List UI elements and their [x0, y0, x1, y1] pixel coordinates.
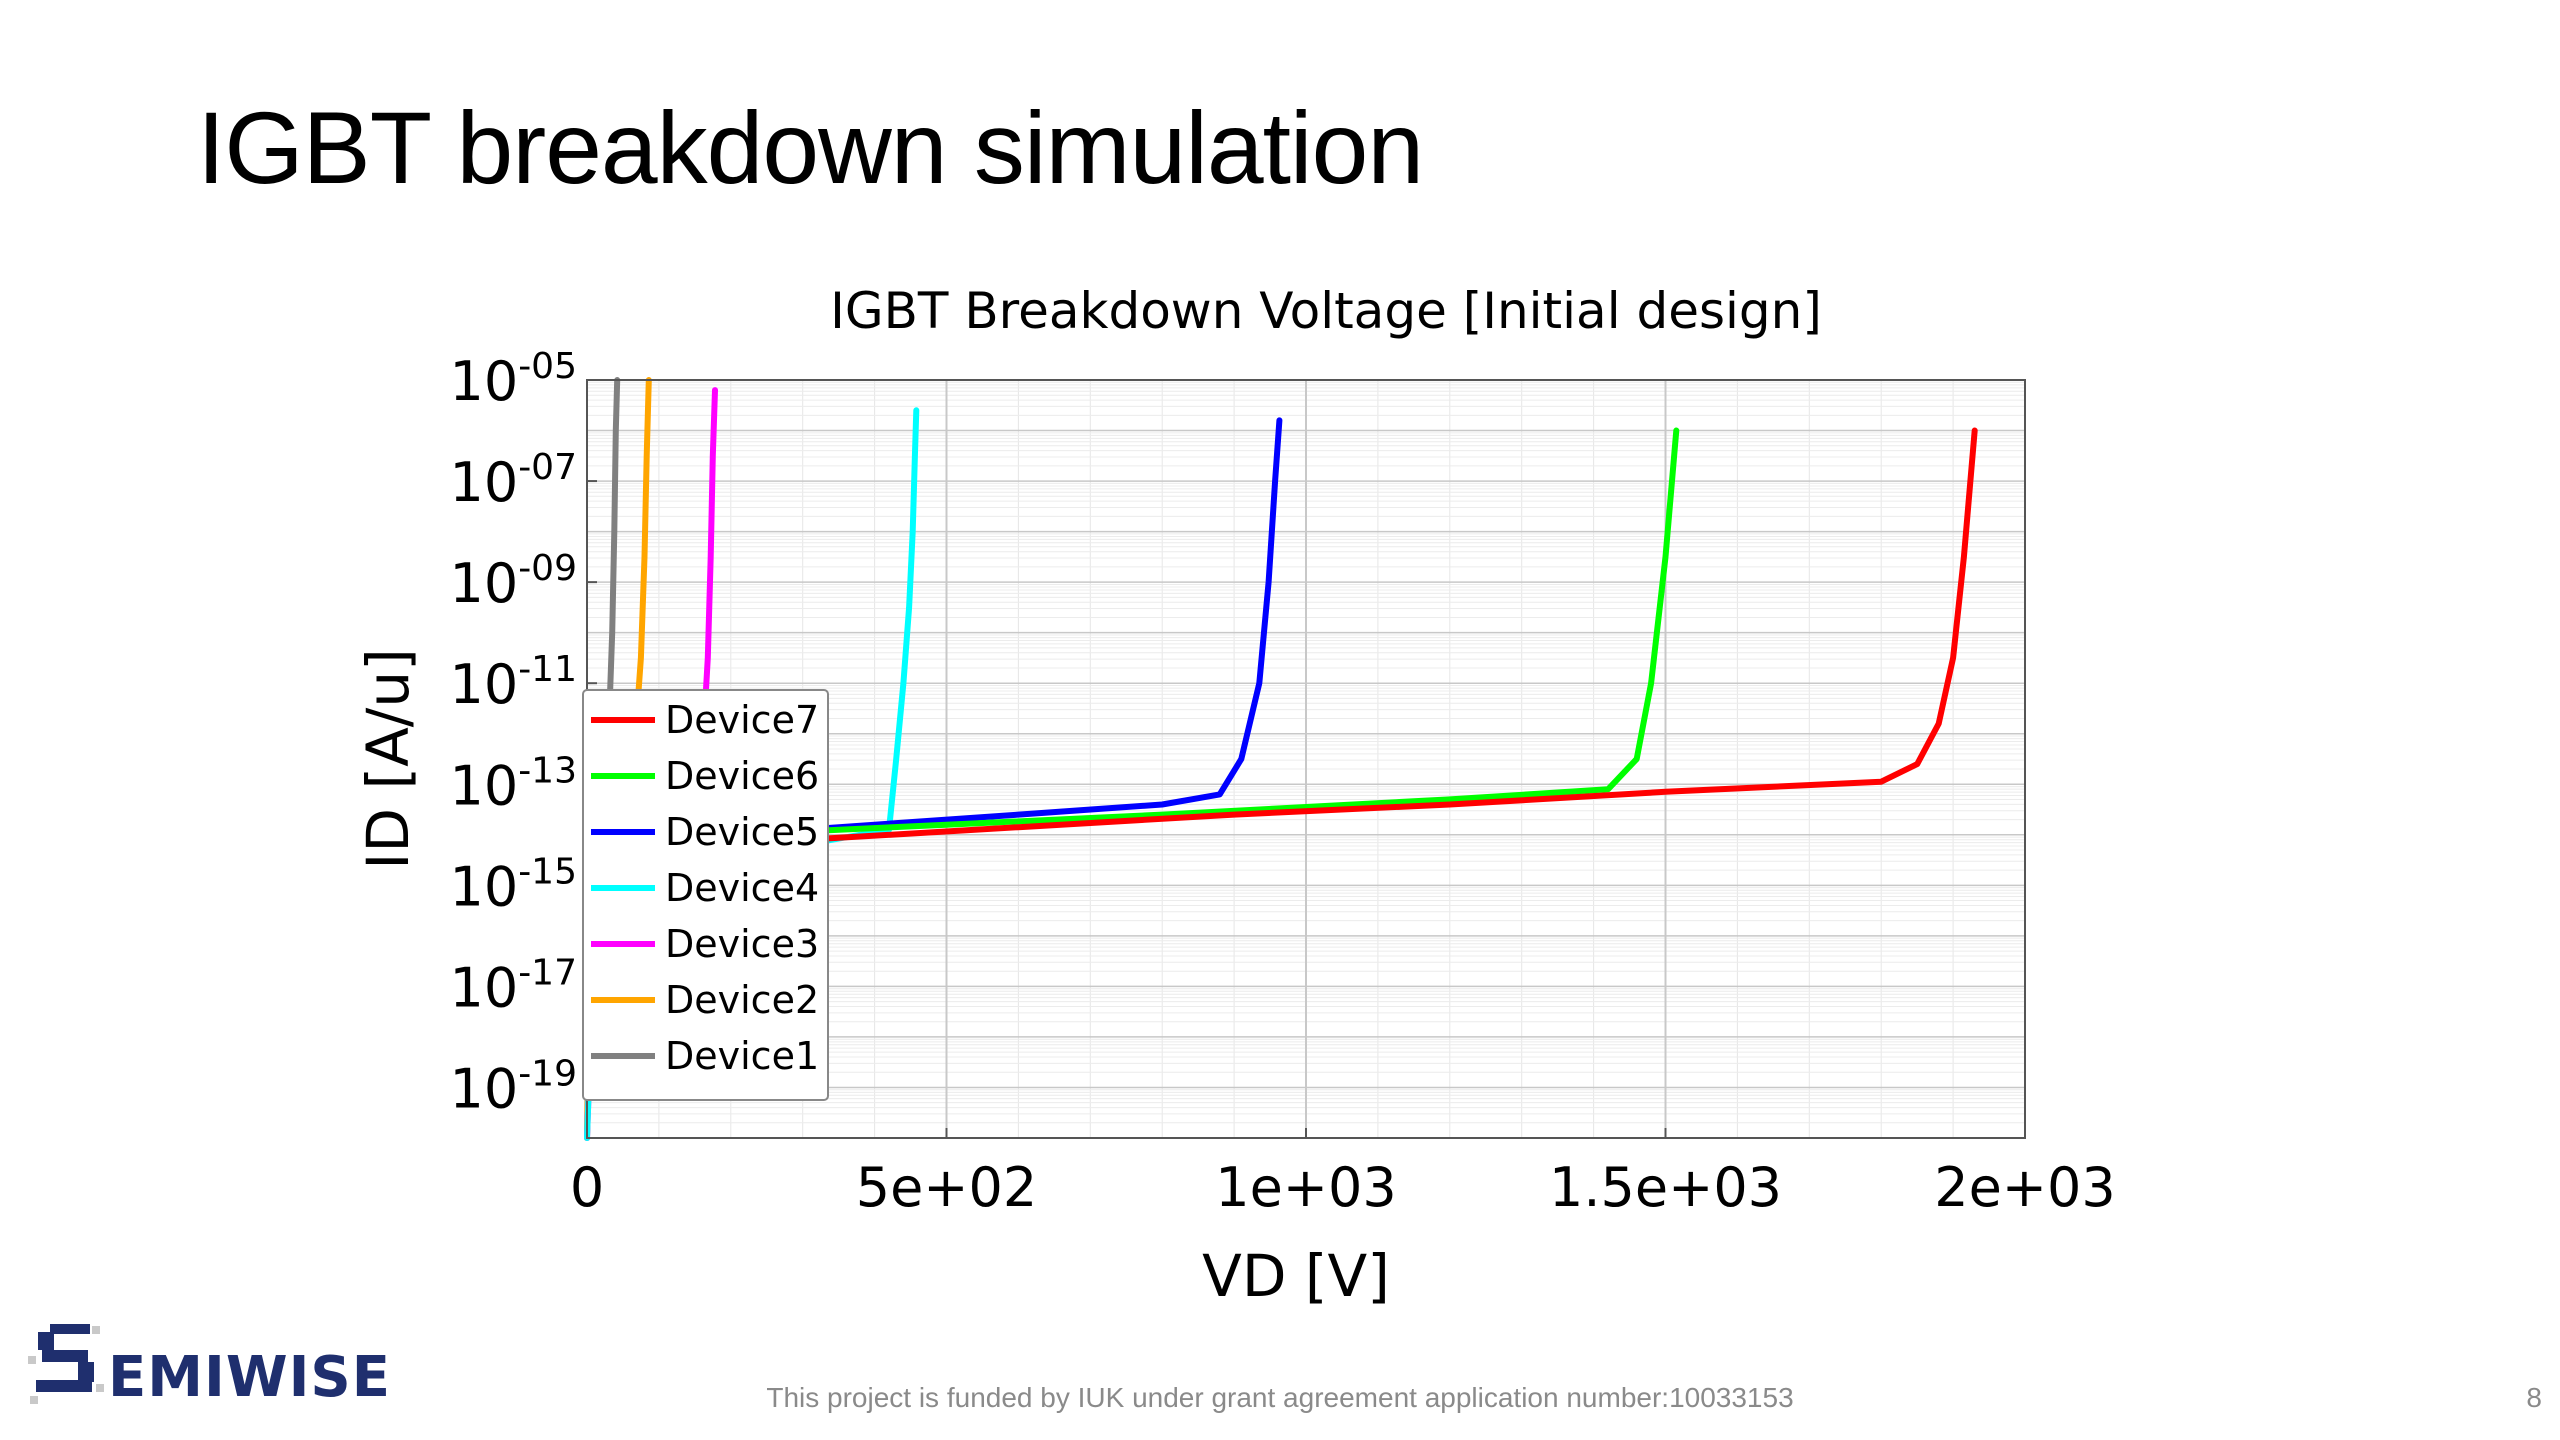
x-axis-label: VD [V]	[1202, 1242, 1390, 1310]
series-line-device7	[584, 427, 1978, 853]
series-line-device6	[584, 427, 1680, 848]
y-tick-label: 10-19	[449, 1053, 577, 1120]
funding-footer: This project is funded by IUK under gran…	[766, 1382, 1794, 1413]
y-tick-label: 10-09	[449, 548, 577, 615]
logo-mark: S	[28, 1324, 104, 1404]
axes: 0 5e+02 1e+03 1.5e+03 2e+03 10-05 10-07 10-09 10…	[449, 346, 2115, 1219]
x-tick-label: 5e+02	[856, 1156, 1038, 1219]
y-tick-label: 10-11	[449, 649, 577, 716]
page-number: 8	[2526, 1382, 2542, 1413]
slide-title: IGBT breakdown simulation	[197, 91, 1424, 205]
y-tick-label: 10-17	[449, 952, 577, 1019]
legend-label-device2: Device2	[665, 978, 819, 1022]
legend-label-device6: Device6	[665, 754, 819, 798]
y-tick-label: 10-05	[449, 346, 577, 413]
logo-wordmark: EMIWISE	[108, 1345, 392, 1410]
y-tick-label: 10-13	[449, 750, 577, 817]
x-tick-label: 1e+03	[1215, 1156, 1397, 1219]
legend-label-device3: Device3	[665, 922, 819, 966]
x-tick-label: 0	[570, 1156, 604, 1219]
legend-label-device4: Device4	[665, 866, 819, 910]
legend-label-device1: Device1	[665, 1034, 819, 1078]
chart-title: IGBT Breakdown Voltage [Initial design]	[830, 282, 1822, 340]
legend-label-device7: Device7	[665, 698, 819, 742]
semiwise-logo: S EMIWISE	[28, 1322, 428, 1418]
legend-label-device5: Device5	[665, 810, 819, 854]
legend: Device7 Device6 Device5 Device4 Device3 Devic…	[582, 689, 829, 1101]
y-tick-label: 10-15	[449, 851, 577, 918]
y-tick-label: 10-07	[449, 447, 577, 514]
y-axis-label: ID [A/u]	[354, 648, 422, 869]
x-tick-label: 2e+03	[1934, 1156, 2116, 1219]
x-tick-label: 1.5e+03	[1549, 1156, 1782, 1219]
